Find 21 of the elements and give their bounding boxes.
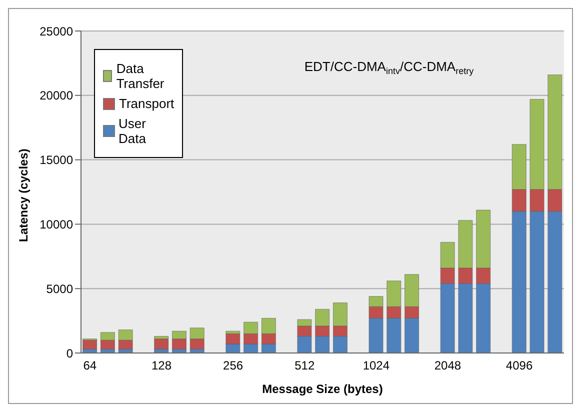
x-tick-label: 256 <box>223 358 244 373</box>
y-tick-label: 15000 <box>40 153 74 168</box>
y-tick-label: 25000 <box>40 24 74 38</box>
x-tick-label: 128 <box>151 358 172 373</box>
legend-label: Data Transfer <box>115 61 166 91</box>
y-axis-title: Latency (cycles) <box>16 148 30 242</box>
bar <box>154 338 168 350</box>
x-axis-title: Message Size (bytes) <box>262 382 383 396</box>
bar <box>82 340 97 350</box>
y-tick-label: 10000 <box>40 217 74 232</box>
x-tick-label: 2048 <box>434 358 462 373</box>
legend-label: Transport <box>118 96 174 111</box>
y-tick-label: 5000 <box>46 282 74 296</box>
x-tick-label: 4096 <box>506 358 533 373</box>
y-tick-label: 0 <box>66 346 74 360</box>
x-tick-label: 512 <box>294 358 315 373</box>
x-tick-label: 64 <box>83 358 97 373</box>
text: EDT/CC-DMA$_{intv}$/CC-DMA$_{retry}$ <box>304 59 474 76</box>
y-tick-label: 20000 <box>40 88 74 103</box>
x-tick-label: 1024 <box>362 358 390 373</box>
legend-label: User Data <box>118 116 147 146</box>
